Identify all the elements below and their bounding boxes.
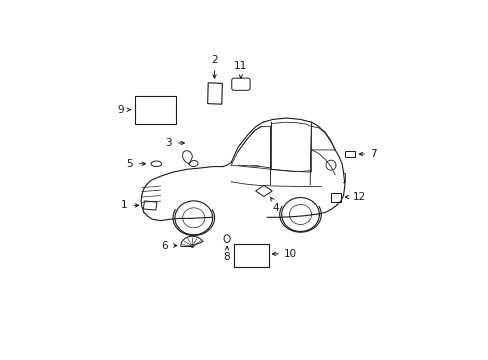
Text: 11: 11 (234, 61, 247, 71)
Text: 2: 2 (211, 55, 218, 66)
Text: 10: 10 (284, 249, 296, 259)
Text: 12: 12 (352, 192, 366, 202)
Text: 3: 3 (164, 138, 171, 148)
Text: 6: 6 (161, 240, 167, 251)
Text: 4: 4 (272, 203, 279, 213)
Bar (135, 96, 176, 123)
Text: 8: 8 (224, 252, 230, 262)
Text: 1: 1 (121, 201, 127, 210)
Text: 9: 9 (117, 105, 123, 115)
Text: 5: 5 (126, 159, 133, 169)
Text: 7: 7 (369, 149, 376, 159)
Bar (233, 244, 268, 267)
